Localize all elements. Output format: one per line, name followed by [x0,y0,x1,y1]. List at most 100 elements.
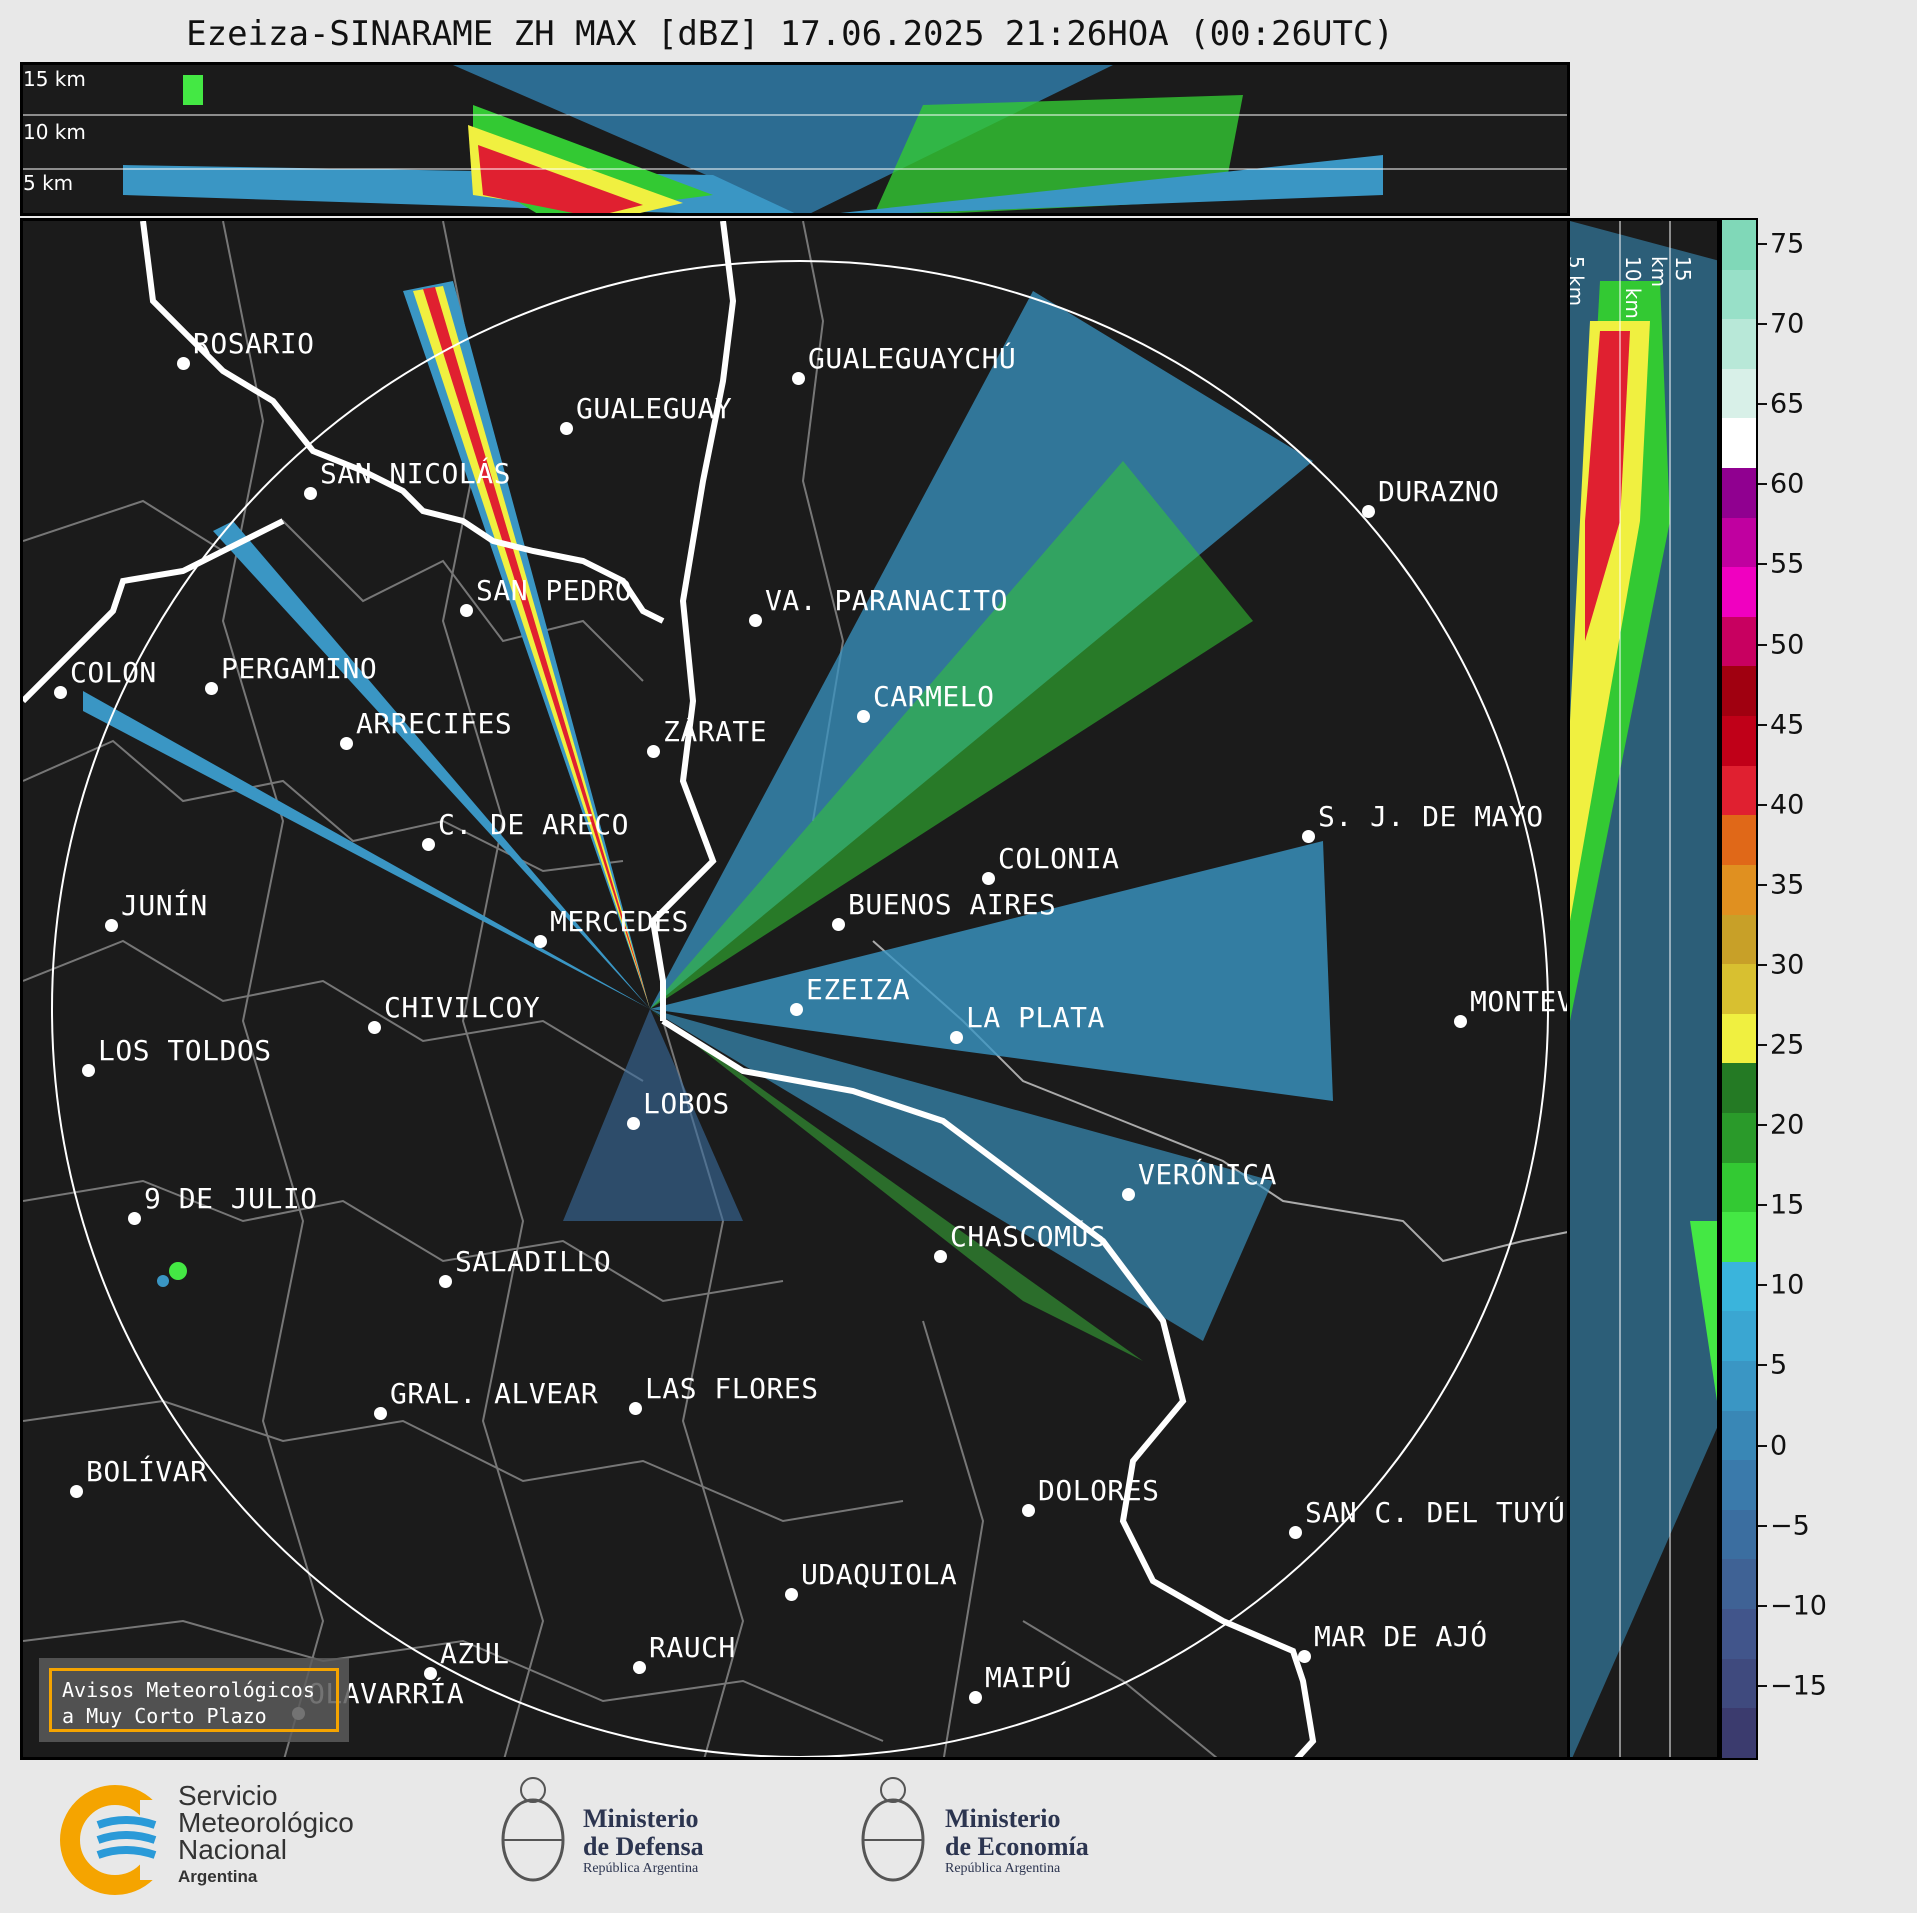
city-dot-icon [424,1667,437,1680]
city-label: COLON [70,656,157,689]
side-reflectivity [1570,221,1717,1757]
range-ring [51,260,1549,1757]
city-label: PERGAMINO [221,652,378,685]
colorbar-tick-mark [1758,963,1767,966]
smn-logo-text: Servicio Meteorológico Nacional Argentin… [178,1782,354,1890]
colorbar-tick-label: 5 [1770,1349,1788,1381]
city-label: AZUL [440,1637,510,1670]
city-dot-icon [1454,1015,1467,1028]
city-label: SALADILLO [455,1245,612,1278]
city-dot-icon [749,614,762,627]
city-dot-icon [340,737,353,750]
aviso-box[interactable]: Avisos Meteorológicos a Muy Corto Plazo [39,1658,349,1742]
city-dot-icon [1298,1650,1311,1663]
colorbar-tick-label: −5 [1770,1510,1810,1542]
colorbar-tick-mark [1758,243,1767,245]
city-label: BOLÍVAR [86,1455,208,1488]
colorbar-segment [1722,1063,1756,1113]
colorbar-tick-mark [1758,1364,1767,1367]
city-label: MONTEVIDEO [1470,985,1567,1018]
colorbar-tick-label: 30 [1770,949,1805,981]
city-dot-icon [792,372,805,385]
city-label: MAR DE AJÓ [1314,1620,1488,1653]
colorbar-tick-mark [1758,403,1767,406]
city-dot-icon [105,919,118,932]
defensa-line1: Ministerio [583,1804,699,1833]
colorbar-tick-mark [1758,483,1767,486]
city-dot-icon [633,1661,646,1674]
city-dot-icon [534,935,547,948]
colorbar-segment [1722,1509,1756,1560]
colorbar-segment [1722,1410,1756,1461]
economia-logo-text: Ministerio de Economía República Argenti… [945,1805,1089,1877]
colorbar-segment [1722,1559,1756,1610]
colorbar-segment [1722,616,1756,667]
colorbar-segment [1722,1162,1756,1213]
radar-map-svg [23,221,1567,1757]
colorbar-tick-label: 60 [1770,468,1805,500]
city-label: SAN NICOLÁS [320,457,511,490]
side-alt-label-15: 15 km [1647,256,1695,288]
city-dot-icon [857,710,870,723]
colorbar-tick-mark [1758,1044,1767,1046]
city-label: MERCEDES [550,905,689,938]
side-cross-section-svg [1570,221,1717,1757]
colorbar-segment [1722,269,1756,320]
colorbar-tick-label: 55 [1770,548,1805,580]
argentina-coat-of-arms-economia-icon [861,1777,925,1882]
city-dot-icon [1289,1526,1302,1539]
colorbar-segment [1722,1609,1756,1659]
defensa-line3: República Argentina [583,1861,699,1876]
colorbar-segment [1722,1212,1756,1262]
city-label: DOLORES [1038,1474,1160,1507]
colorbar-segment [1722,517,1756,568]
city-label: LA PLATA [966,1001,1105,1034]
side-alt-label-5: 5 km [1570,256,1588,307]
colorbar-tick-mark [1758,563,1767,566]
top-reflectivity [123,65,1383,213]
colorbar-tick-label: −10 [1770,1590,1827,1622]
city-label: CARMELO [873,680,995,713]
city-dot-icon [205,682,218,695]
colorbar-tick-mark [1758,323,1767,326]
colorbar-segment [1722,319,1756,369]
economia-line1: Ministerio [945,1804,1061,1833]
colorbar-tick-mark [1758,1604,1767,1607]
city-label: ROSARIO [193,327,315,360]
city-dot-icon [627,1117,640,1130]
colorbar-tick-mark [1758,1204,1767,1207]
top-alt-label-15: 15 km [23,67,86,91]
top-cross-section-panel: 15 km 10 km 5 km [20,62,1570,216]
colorbar-segment [1722,1361,1756,1411]
colorbar-tick-label: 65 [1770,388,1805,420]
city-dot-icon [790,1003,803,1016]
city-dot-icon [934,1250,947,1263]
colorbar-tick-label: −15 [1770,1670,1827,1702]
colorbar-segment [1722,1658,1756,1709]
city-dot-icon [54,686,67,699]
city-dot-icon [1302,830,1315,843]
city-dot-icon [982,872,995,885]
city-dot-icon [950,1031,963,1044]
smn-logo-icon [60,1785,180,1895]
colorbar-tick-label: 20 [1770,1109,1805,1141]
colorbar-segment [1722,418,1756,469]
city-dot-icon [374,1407,387,1420]
city-label: LOS TOLDOS [98,1034,272,1067]
city-label: JUNÍN [121,889,208,922]
city-label: LOBOS [643,1087,730,1120]
colorbar-segment [1722,716,1756,766]
colorbar-tick-label: 0 [1770,1430,1788,1461]
city-dot-icon [832,918,845,931]
colorbar-tick-label: 75 [1770,228,1805,260]
city-dot-icon [1122,1188,1135,1201]
colorbar-tick-mark [1758,1684,1767,1687]
defensa-logo-text: Ministerio de Defensa República Argentin… [583,1805,704,1877]
city-label: VA. PARANACITO [765,584,1009,617]
city-dot-icon [647,745,660,758]
colorbar-tick-mark [1758,643,1767,646]
city-dot-icon [177,357,190,370]
top-alt-label-10: 10 km [23,120,86,144]
smn-line2: Meteorológico [178,1807,354,1838]
colorbar-segment [1722,220,1756,270]
